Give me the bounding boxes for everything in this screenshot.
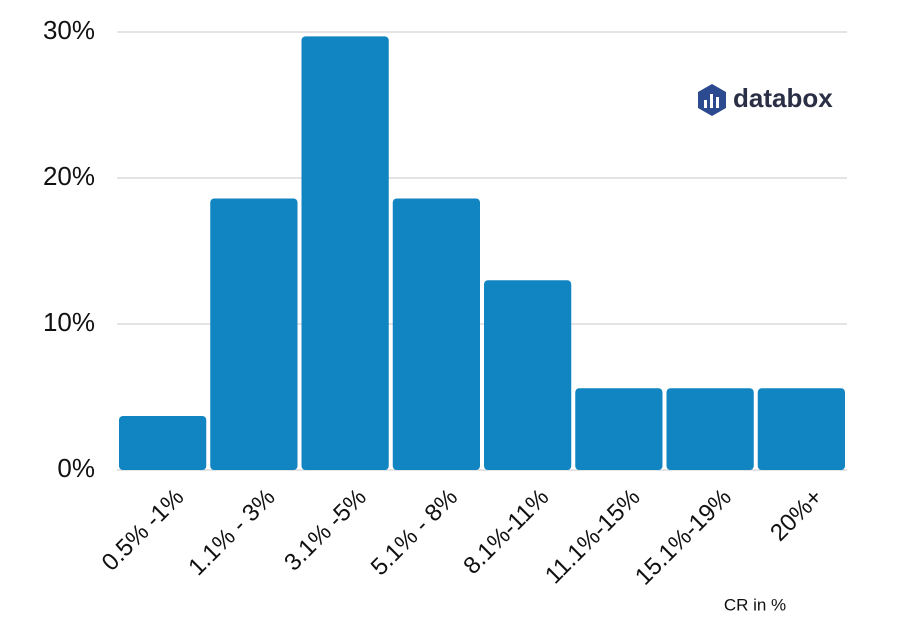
bar bbox=[210, 198, 298, 470]
logo-icon-bar bbox=[710, 94, 713, 108]
x-tick-label: 3.1% -5% bbox=[279, 484, 372, 577]
brand-logo: databox bbox=[698, 83, 833, 116]
x-tick-label: 15.1%-19% bbox=[630, 484, 737, 591]
y-tick-label: 10% bbox=[43, 307, 95, 337]
y-tick-label: 20% bbox=[43, 161, 95, 191]
bar bbox=[757, 388, 845, 470]
bar bbox=[301, 36, 389, 470]
bar bbox=[484, 280, 572, 470]
logo-icon-bar bbox=[704, 100, 707, 108]
x-tick-label: 20%+ bbox=[765, 484, 828, 547]
brand-text: databox bbox=[733, 83, 833, 113]
y-tick-label: 30% bbox=[43, 15, 95, 45]
x-axis-label: CR in % bbox=[724, 595, 786, 614]
x-tick-label: 0.5% -1% bbox=[97, 484, 190, 577]
bar bbox=[119, 415, 207, 470]
x-tick-label: 11.1%-15% bbox=[540, 484, 646, 590]
bar bbox=[392, 198, 480, 470]
x-tick-label: 8.1%-11% bbox=[458, 484, 554, 580]
x-tick-label: 1.1% - 3% bbox=[183, 484, 280, 581]
x-tick-label: 5.1% - 8% bbox=[366, 484, 463, 581]
y-tick-label: 0% bbox=[57, 453, 95, 483]
bar bbox=[575, 388, 663, 470]
bar bbox=[666, 388, 754, 470]
logo-icon-bar bbox=[716, 97, 719, 108]
